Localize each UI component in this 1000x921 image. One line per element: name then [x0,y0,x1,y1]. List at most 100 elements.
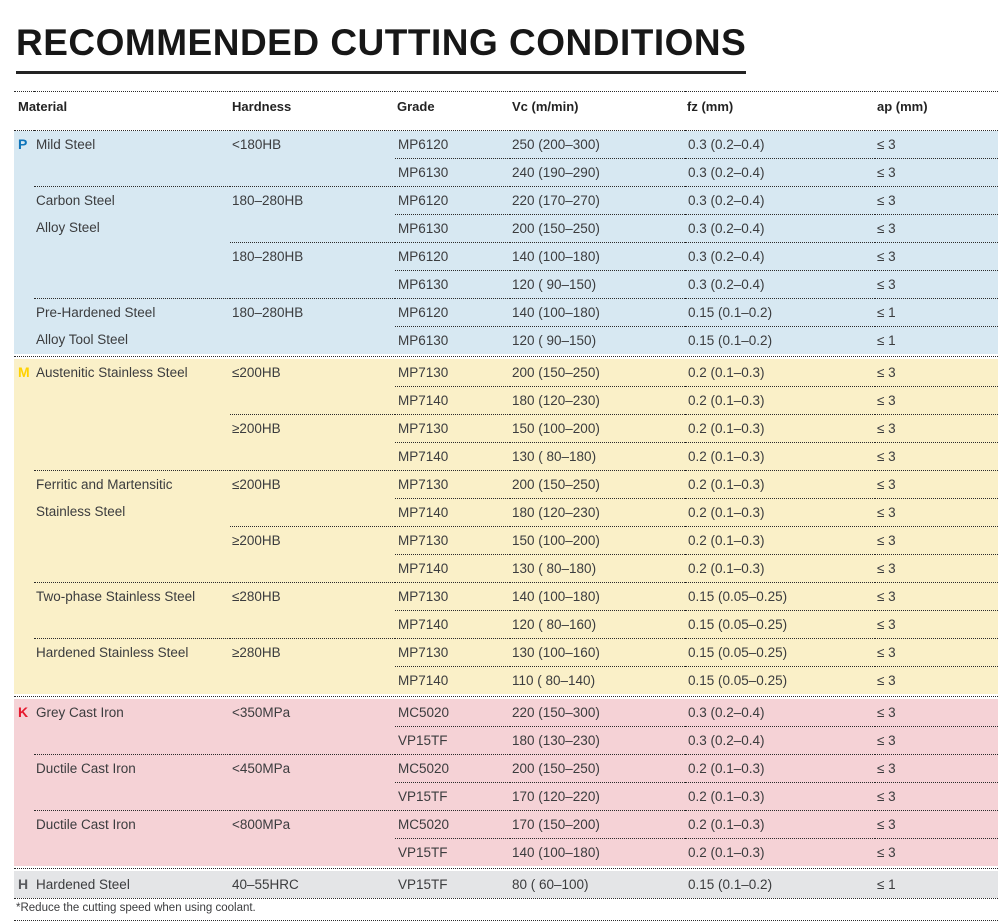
fz-cell: 0.2 (0.1–0.3) [688,365,765,380]
ap-cell: ≤ 3 [875,242,998,271]
grade-cell: MP6130 [395,326,510,354]
hardness-cell: 180–280HB [230,186,395,243]
material-name: Stainless Steel [36,504,126,519]
table-row: MP6130 120 ( 90–150) 0.3 (0.2–0.4) ≤ 3 [14,270,998,299]
table-row: Ductile Cast Iron <800MPa MC5020 170 (150–2… [14,810,998,866]
table-row: MP7140 180 (120–230) 0.2 (0.1–0.3) ≤ 3 [14,498,998,527]
ap-cell: ≤ 3 [875,666,998,694]
ap-cell: ≤ 3 [875,582,998,611]
material-name: Pre-Hardened Steel [36,305,156,320]
hardness-cell: <800MPa [230,810,395,866]
hardness-cell: ≤280HB [230,582,395,639]
fz-cell: 0.3 (0.2–0.4) [685,242,875,271]
hardness-cell: ≤200HB [232,365,281,380]
fz-cell: 0.15 (0.05–0.25) [685,666,875,694]
table-row: VP15TF 170 (120–220) 0.2 (0.1–0.3) ≤ 3 [14,782,998,811]
material-cell: Ferritic and Martensitic Stainless Steel [34,470,230,583]
section-marker: H [18,876,29,892]
vc-cell: 200 (150–250) [510,754,685,783]
section-marker: K [18,704,29,720]
table-row: ≥200HB MP7130 150 (100–200) 0.2 (0.1–0.3) ≤ … [14,526,998,583]
ap-cell: ≤ 3 [877,705,896,720]
hardness-cell: ≤200HB [230,470,395,527]
fz-cell: 0.2 (0.1–0.3) [685,498,875,527]
table-row: Ferritic and Martensitic Stainless Steel ≤… [14,470,998,583]
fz-cell: 0.2 (0.1–0.3) [685,442,875,471]
material-name: Ductile Cast Iron [36,817,136,832]
ap-cell: ≤ 3 [877,365,896,380]
grade-cell: MP7140 [395,554,510,583]
table-row: MP7140 120 ( 80–160) 0.15 (0.05–0.25) ≤ 3 [14,610,998,639]
grade-cell: MP6120 [395,186,510,215]
table-row: MP6130 200 (150–250) 0.3 (0.2–0.4) ≤ 3 [14,214,998,243]
section-divider [14,694,998,697]
ap-cell: ≤ 3 [875,414,998,443]
grade-cell: MC5020 [395,754,510,783]
page-title: RECOMMENDED CUTTING CONDITIONS [16,24,747,74]
fz-cell: 0.15 (0.05–0.25) [685,638,875,667]
grade-cell: MP7140 [395,386,510,415]
table-row: VP15TF 180 (130–230) 0.3 (0.2–0.4) ≤ 3 [14,726,998,755]
table-header: Material Hardness Grade Vc (m/min) fz (m… [14,91,999,131]
vc-cell: 130 ( 80–180) [510,554,685,583]
vc-cell: 150 (100–200) [510,526,685,555]
grade-cell: MP7130 [395,638,510,667]
grade-cell: MP6120 [395,242,510,271]
vc-cell: 180 (120–230) [510,386,685,415]
fz-cell: 0.3 (0.2–0.4) [688,137,765,152]
column-header-material: Material [18,99,68,114]
fz-cell: 0.15 (0.1–0.2) [685,326,875,354]
table-row: Ductile Cast Iron <450MPa MC5020 200 (150–2… [14,754,998,811]
ap-cell: ≤ 3 [875,638,998,667]
hardness-cell: <350MPa [232,705,291,720]
vc-cell: 120 ( 90–150) [510,326,685,354]
hardness-cell: 40–55HRC [232,877,299,892]
column-header-fz: fz (mm) [687,99,734,114]
table-row: 180–280HB MP6120 140 (100–180) 0.3 (0.2–0.4… [14,242,998,299]
column-header-grade: Grade [397,99,435,114]
vc-cell: 130 (100–160) [510,638,685,667]
table-row: MP7140 130 ( 80–180) 0.2 (0.1–0.3) ≤ 3 [14,554,998,583]
vc-cell: 200 (150–250) [510,214,685,243]
vc-cell: 120 ( 80–160) [510,610,685,639]
material-name: Alloy Steel [36,220,100,235]
material-name: Hardened Steel [36,877,130,892]
material-cell: Hardened Stainless Steel [34,638,230,694]
vc-cell: 180 (130–230) [510,726,685,755]
vc-cell: 220 (150–300) [512,705,600,720]
grade-cell: MP7130 [395,470,510,499]
section-p: P Mild Steel <180HB MP6120 250 (200–300) 0.3 … [14,131,998,354]
material-cell: Ductile Cast Iron [34,754,230,811]
grade-cell: MP7130 [395,526,510,555]
grade-cell: MP6130 [395,158,510,187]
fz-cell: 0.3 (0.2–0.4) [685,214,875,243]
table-row: MP7140 130 ( 80–180) 0.2 (0.1–0.3) ≤ 3 [14,442,998,471]
footnote: *Reduce the cutting speed when using coo… [14,898,998,921]
column-header-hardness: Hardness [232,99,292,114]
fz-cell: 0.2 (0.1–0.3) [685,554,875,583]
fz-cell: 0.2 (0.1–0.3) [685,386,875,415]
grade-cell: VP15TF [395,838,510,866]
grade-cell: VP15TF [398,877,448,892]
section-marker: M [18,364,30,380]
ap-cell: ≤ 3 [875,610,998,639]
fz-cell: 0.15 (0.1–0.2) [685,298,875,327]
sections: P Mild Steel <180HB MP6120 250 (200–300) 0.3 … [14,131,998,898]
fz-cell: 0.15 (0.05–0.25) [685,610,875,639]
table-row: Pre-Hardened Steel Alloy Tool Steel 180–28… [14,298,998,354]
grade-cell: MC5020 [395,810,510,839]
vc-cell: 170 (120–220) [510,782,685,811]
ap-cell: ≤ 3 [875,554,998,583]
fz-cell: 0.2 (0.1–0.3) [685,526,875,555]
table-row: MP7140 110 ( 80–140) 0.15 (0.05–0.25) ≤ 3 [14,666,998,694]
material-cell: Carbon Steel Alloy Steel [34,186,230,299]
vc-cell: 170 (150–200) [510,810,685,839]
table-row: MP6130 120 ( 90–150) 0.15 (0.1–0.2) ≤ 1 [14,326,998,354]
ap-cell: ≤ 3 [875,186,998,215]
material-name: Hardened Stainless Steel [36,645,189,660]
ap-cell: ≤ 3 [875,526,998,555]
fz-cell: 0.2 (0.1–0.3) [685,782,875,811]
cutting-conditions-table: Material Hardness Grade Vc (m/min) fz (m… [14,91,999,921]
grade-cell: MP7130 [395,414,510,443]
